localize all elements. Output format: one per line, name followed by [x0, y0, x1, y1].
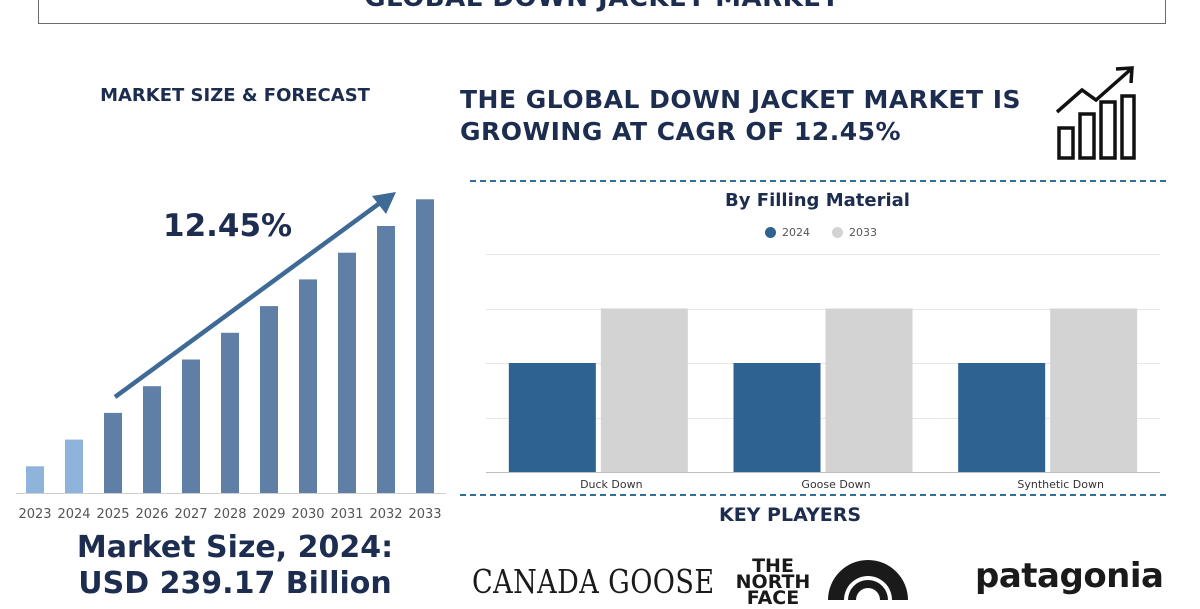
x-tick-2027: 2027 — [174, 507, 207, 522]
filling-material-chart-title: By Filling Material — [725, 190, 910, 211]
canada-goose-logo: CANADA GOOSE — [472, 562, 715, 601]
cagr-headline: THE GLOBAL DOWN JACKET MARKET IS GROWING… — [460, 84, 1060, 148]
bar-duck-down-2024 — [508, 363, 596, 472]
x-tick-2028: 2028 — [213, 507, 246, 522]
headline-line1: THE GLOBAL DOWN JACKET MARKET IS — [460, 85, 1022, 114]
legend-swatch-2033 — [832, 227, 843, 238]
legend-item-2024: 2024 — [765, 226, 810, 239]
bar-2029 — [260, 306, 278, 493]
bar-2023 — [26, 466, 44, 493]
bar-goose-down-2024 — [733, 363, 821, 472]
title-box: GLOBAL DOWN JACKET MARKET — [38, 0, 1166, 24]
x-tick-2033: 2033 — [408, 507, 441, 522]
trend-arrow-line — [113, 198, 386, 399]
x-tick-2023: 2023 — [18, 507, 51, 522]
the-north-face-logo: THE NORTH FACE — [718, 557, 908, 608]
bar-synthetic-down-2033 — [1050, 308, 1138, 472]
legend-label-2033: 2033 — [849, 226, 877, 239]
x-tick-2024: 2024 — [57, 507, 90, 522]
north-face-wordmark: THE NORTH FACE — [735, 555, 811, 609]
market-size-text: Market Size, 2024: USD 239.17 Billion — [40, 530, 430, 602]
bar-2024 — [65, 439, 83, 493]
page-title: GLOBAL DOWN JACKET MARKET — [364, 0, 840, 13]
bar-2032 — [377, 226, 395, 493]
forecast-bar-chart: 2023 2024 2025 2026 2027 2028 2029 2030 2031 2032… — [16, 192, 446, 522]
legend-swatch-2024 — [765, 227, 776, 238]
cagr-label: 12.45% — [163, 208, 293, 244]
x-tick-2030: 2030 — [291, 507, 324, 522]
bar-synthetic-down-2024 — [958, 363, 1046, 472]
bar-chart-growth-icon — [1055, 66, 1136, 160]
legend-item-2033: 2033 — [832, 226, 877, 239]
bar-2027 — [182, 359, 200, 493]
x-tick-2026: 2026 — [135, 507, 168, 522]
x-tick-2029: 2029 — [252, 507, 285, 522]
market-size-line1: Market Size, 2024: — [76, 530, 394, 565]
filling-material-bar-chart: Duck Down Goose Down Synthetic Down — [486, 254, 1160, 491]
divider-bottom — [460, 494, 1166, 496]
key-players-title: KEY PLAYERS — [718, 504, 862, 526]
bar-duck-down-2033 — [600, 308, 688, 472]
patagonia-logo: patagonia — [975, 556, 1164, 596]
bar-goose-down-2033 — [825, 308, 913, 472]
bar-2030 — [299, 279, 317, 493]
x-tick-duck-down: Duck Down — [580, 478, 643, 491]
divider-top — [470, 180, 1166, 182]
legend-label-2024: 2024 — [782, 226, 810, 239]
bar-2028 — [221, 332, 239, 493]
bar-2025 — [104, 412, 122, 493]
x-tick-2025: 2025 — [96, 507, 129, 522]
bar-2033 — [416, 199, 434, 494]
bar-2026 — [143, 386, 161, 493]
market-size-forecast-subtitle: MARKET SIZE & FORECAST — [100, 85, 370, 106]
trend-arrow-head — [372, 192, 396, 214]
north-face-dome-icon — [828, 560, 908, 600]
x-tick-goose-down: Goose Down — [801, 478, 870, 491]
x-tick-synthetic-down: Synthetic Down — [1017, 478, 1104, 491]
headline-line2: GROWING AT CAGR OF 12.45% — [460, 117, 902, 146]
x-tick-2031: 2031 — [330, 507, 363, 522]
x-tick-2032: 2032 — [369, 507, 402, 522]
chart-legend: 2024 2033 — [765, 226, 877, 239]
market-size-line2: USD 239.17 Billion — [78, 566, 392, 601]
bar-2031 — [338, 252, 356, 493]
